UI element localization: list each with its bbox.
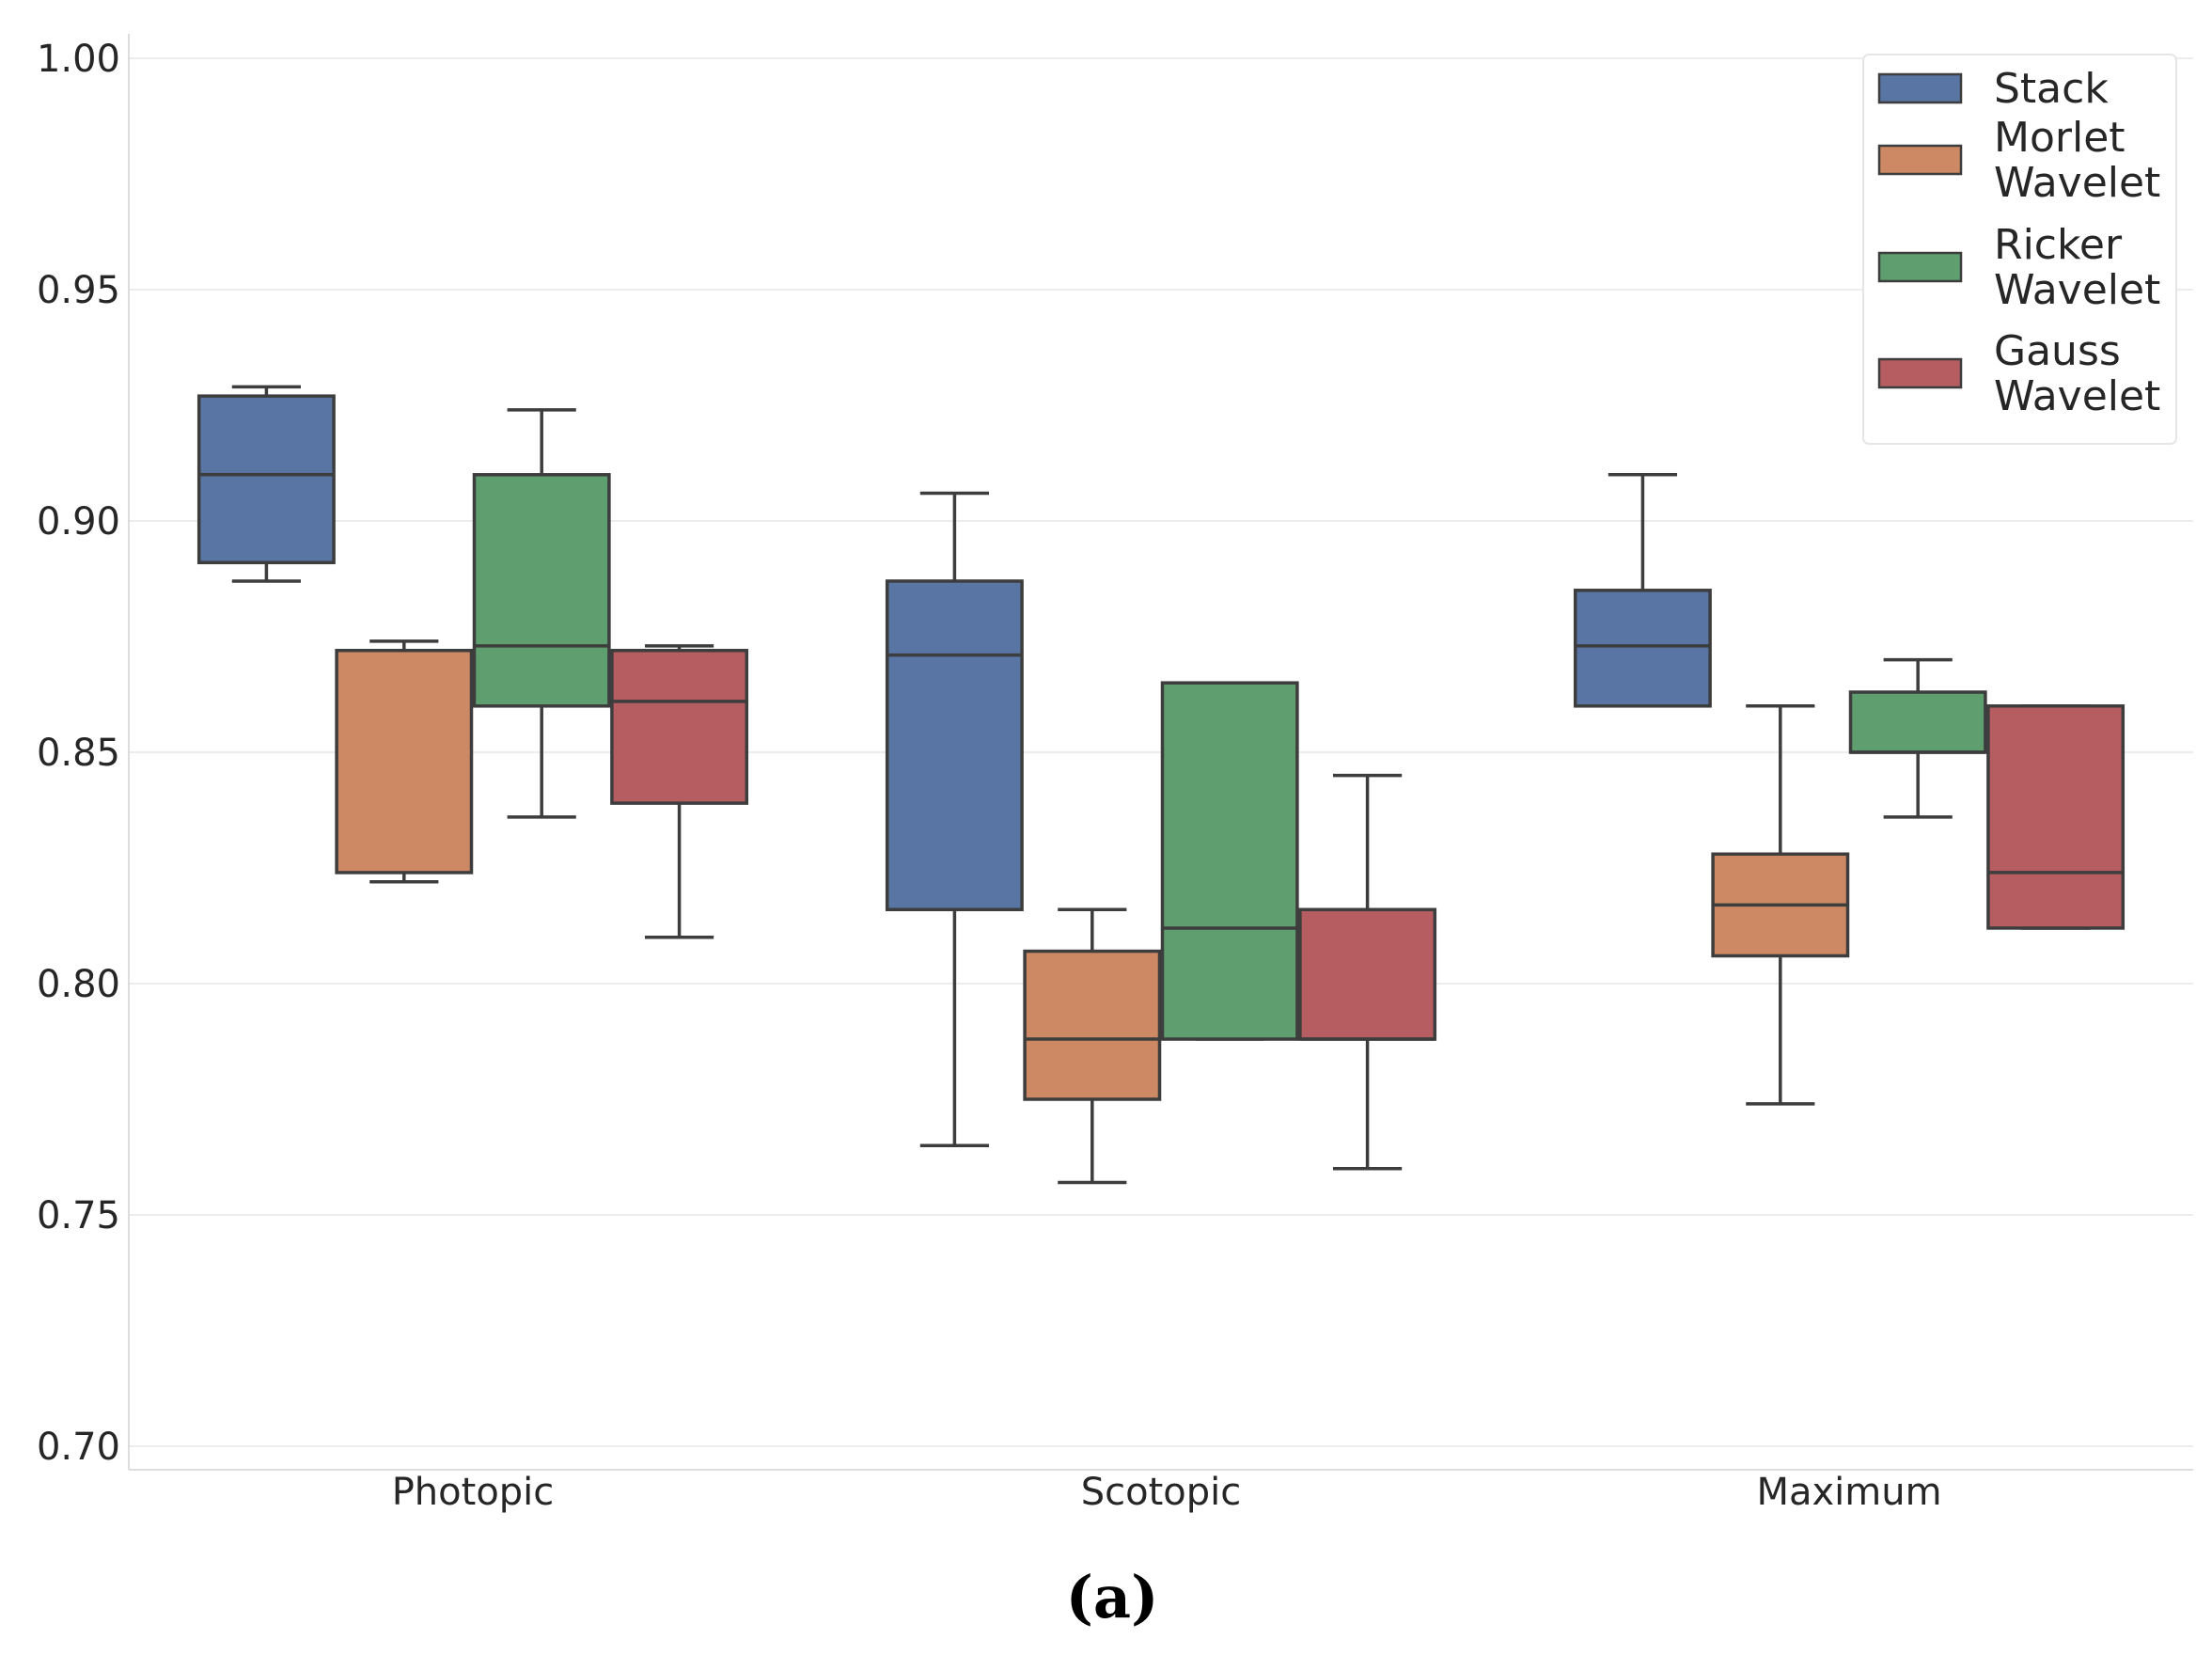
box-iqr [1986,704,2126,930]
box-morlet-wavelet-photopic [335,639,474,884]
box-stack-scotopic [885,491,1024,1147]
series-morlet-wavelet [335,639,1850,1185]
box-iqr [885,579,1024,912]
figure-caption: (a) [1066,1563,1159,1631]
box-iqr [335,649,474,875]
x-tick-labels: Photopic Scotopic Maximum [392,1471,1942,1514]
box-iqr [196,394,336,565]
legend-label: Gauss [1994,327,2121,375]
box-stack-maximum [1573,473,1712,708]
y-tick-label: 0.90 [37,500,120,544]
legend-label: Ricker [1994,221,2123,269]
box-morlet-wavelet-scotopic [1023,907,1162,1185]
legend-label: Morlet [1994,114,2126,162]
box-iqr [1848,690,1987,754]
legend-swatch [1877,72,1963,104]
box-series [196,385,2126,1185]
y-tick-label: 0.85 [37,732,120,775]
y-tick-label: 0.95 [37,269,120,312]
box-ricker-wavelet-maximum [1848,657,1987,819]
box-iqr [1573,589,1712,708]
box-ricker-wavelet-photopic [472,408,611,819]
box-morlet-wavelet-maximum [1711,704,1850,1106]
series-gauss-wavelet [610,644,2126,1171]
legend-label: Stack [1994,65,2109,113]
box-gauss-wavelet-maximum [1986,704,2126,930]
box-iqr [472,473,611,708]
legend-label: Wavelet [1994,159,2160,207]
legend-swatch [1877,251,1963,283]
legend: StackMorletWaveletRickerWaveletGaussWave… [1862,54,2177,445]
y-tick-label: 0.70 [37,1426,120,1469]
x-tick-label: Maximum [1756,1471,1941,1514]
y-tick-label: 0.75 [37,1194,120,1237]
series-ricker-wavelet [472,408,1987,1041]
y-tick-label: 0.80 [37,963,120,1006]
box-ricker-wavelet-scotopic [1160,681,1299,1041]
box-iqr [1160,681,1299,1041]
axes [128,34,2193,1471]
legend-item-stack: Stack [1877,65,2109,113]
box-iqr [1298,907,1437,1041]
y-tick-label: 1.00 [37,38,120,81]
y-tick-labels: 0.70 0.75 0.80 0.85 0.90 0.95 1.00 [37,38,120,1469]
x-tick-label: Photopic [392,1471,555,1514]
series-stack [196,385,1712,1147]
legend-label: Wavelet [1994,266,2160,314]
legend-label: Wavelet [1994,372,2160,420]
box-iqr [1023,949,1162,1101]
box-gauss-wavelet-photopic [610,644,749,939]
box-iqr [610,649,749,805]
legend-swatch [1877,144,1963,176]
legend-swatch [1877,357,1963,389]
x-tick-label: Scotopic [1081,1471,1242,1514]
box-gauss-wavelet-scotopic [1298,773,1437,1171]
box-stack-photopic [196,385,336,583]
